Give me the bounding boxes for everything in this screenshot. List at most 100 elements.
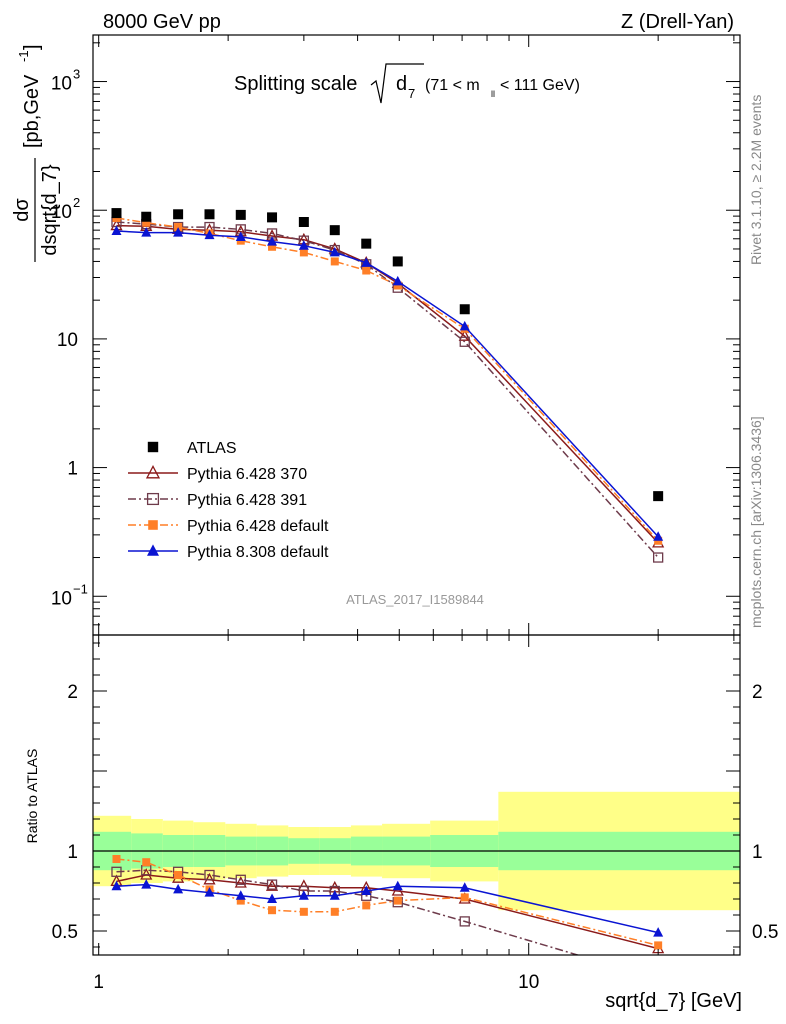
ylabel-units-close: ] — [21, 44, 43, 50]
marker-open-square — [111, 866, 122, 877]
title-cut: (71 < m — [425, 77, 480, 94]
y-tick-label: 10 — [51, 74, 72, 95]
y-tick-label-exponent: −1 — [73, 581, 88, 596]
legend-entry: Pythia 8.308 default — [128, 544, 329, 561]
ratio-y-tick-label-right: 2 — [752, 682, 763, 703]
marker-open-square — [235, 874, 246, 885]
ratio-y-tick-label-right: 0.5 — [752, 922, 778, 943]
marker-filled-triangle — [298, 890, 309, 900]
y-tick-label: 10 — [51, 202, 72, 223]
legend: ATLAS Pythia 6.428 370 Pythia 6.428 391 Pyt… — [128, 440, 329, 561]
title-variable: d — [396, 73, 407, 95]
series-line — [116, 230, 659, 538]
marker-open-triangle — [458, 329, 471, 341]
marker-filled-triangle — [147, 544, 159, 556]
plot-title: Splitting scale d 7 (71 < m ll < 111 GeV… — [234, 63, 580, 104]
marker-filled-square — [460, 893, 469, 902]
header-process: Z (Drell-Yan) — [621, 11, 734, 33]
marker-filled-triangle — [111, 225, 122, 235]
marker-filled-triangle — [111, 880, 122, 891]
analysis-watermark: ATLAS_2017_I1589844 — [346, 592, 484, 607]
y-tick-label: 10 — [57, 330, 78, 351]
marker-filled-triangle — [267, 236, 278, 246]
legend-entry: Pythia 6.428 391 — [128, 492, 307, 509]
title-cut-end: < 111 GeV) — [500, 77, 580, 94]
marker-filled-triangle — [267, 893, 278, 903]
ratio-y-tick-label: 0.5 — [52, 922, 78, 943]
marker-filled-square — [330, 907, 339, 916]
marker-filled-triangle — [459, 882, 470, 892]
marker-filled-square — [268, 906, 277, 915]
marker-filled-square — [174, 871, 183, 879]
atlas-data-point — [459, 304, 470, 315]
atlas-data-point — [392, 256, 403, 267]
atlas-data-point — [111, 208, 122, 219]
marker-filled-triangle — [173, 883, 184, 894]
marker-filled-square — [393, 896, 402, 905]
marker-filled-triangle — [361, 257, 372, 267]
legend-label: Pythia 6.428 391 — [187, 492, 307, 509]
marker-filled-triangle — [173, 227, 184, 237]
atlas-data-point — [329, 225, 340, 236]
series-atlas-data — [111, 208, 664, 502]
legend-label: ATLAS — [187, 440, 237, 457]
marker-filled-triangle — [204, 887, 215, 897]
marker-filled-square — [268, 242, 277, 251]
marker-filled-square — [299, 907, 308, 916]
ylabel-units-exponent: -1 — [16, 50, 31, 62]
series-line — [116, 874, 659, 950]
marker-filled-square — [142, 218, 151, 227]
ratio-y-tick-label-right: 1 — [752, 842, 763, 863]
series-line — [116, 858, 659, 947]
series-pythia-8-308-default — [111, 879, 664, 937]
mcplots-info: mcplots.cern.ch [arXiv:1306.3436] — [748, 416, 764, 628]
y-tick-label-exponent: 2 — [73, 195, 80, 210]
series-line — [116, 224, 659, 544]
marker-filled-triangle — [329, 246, 340, 257]
rivet-info: Rivet 3.1.10, ≥ 2.2M events — [748, 95, 764, 265]
series-line — [116, 221, 659, 559]
marker-open-triangle — [234, 876, 247, 888]
header-collision: 8000 GeV pp — [103, 11, 221, 33]
marker-open-square — [204, 869, 215, 881]
marker-filled-square — [654, 941, 663, 950]
marker-filled-triangle — [329, 890, 340, 900]
marker-filled-square — [236, 896, 245, 905]
sqrt-sign-icon — [370, 63, 424, 104]
marker-filled-triangle — [204, 229, 215, 240]
marker-filled-triangle — [653, 531, 664, 541]
marker-filled-triangle — [392, 880, 403, 891]
x-axis-label: sqrt{d_7} [GeV] — [605, 990, 742, 1012]
atlas-data-point — [361, 238, 372, 249]
ratio-y-tick-label: 1 — [67, 842, 78, 863]
legend-label: Pythia 6.428 default — [187, 518, 329, 535]
marker-filled-square — [148, 520, 158, 530]
marker-open-triangle — [145, 465, 161, 479]
x-tick-label: 10 — [518, 972, 539, 993]
marker-open-square — [653, 552, 664, 563]
marker-filled-triangle — [361, 885, 372, 895]
marker-open-triangle — [297, 879, 310, 891]
title-variable-subscript: 7 — [408, 86, 415, 101]
marker-filled-square — [142, 858, 151, 867]
legend-entry: ATLAS — [147, 440, 237, 457]
y-tick-label-exponent: 3 — [73, 67, 80, 82]
legend-entry: Pythia 6.428 370 — [128, 465, 307, 483]
marker-open-square — [146, 492, 160, 506]
series-pythia-8-308-default — [111, 225, 664, 541]
ylabel-numerator: dσ — [11, 198, 33, 222]
legend-label: Pythia 6.428 370 — [187, 466, 307, 483]
series-line — [116, 869, 581, 955]
atlas-data-point — [653, 491, 664, 502]
y-tick-label: 1 — [67, 459, 78, 480]
marker-filled-triangle — [459, 320, 470, 331]
atlas-data-point — [141, 211, 152, 222]
x-tick-label: 1 — [93, 972, 104, 993]
atlas-data-point — [267, 212, 278, 223]
marker-filled-square — [330, 257, 339, 266]
marker-filled-triangle — [235, 890, 246, 900]
marker-filled-square — [147, 441, 159, 453]
marker-filled-square — [362, 901, 371, 910]
marker-open-square — [459, 336, 470, 347]
